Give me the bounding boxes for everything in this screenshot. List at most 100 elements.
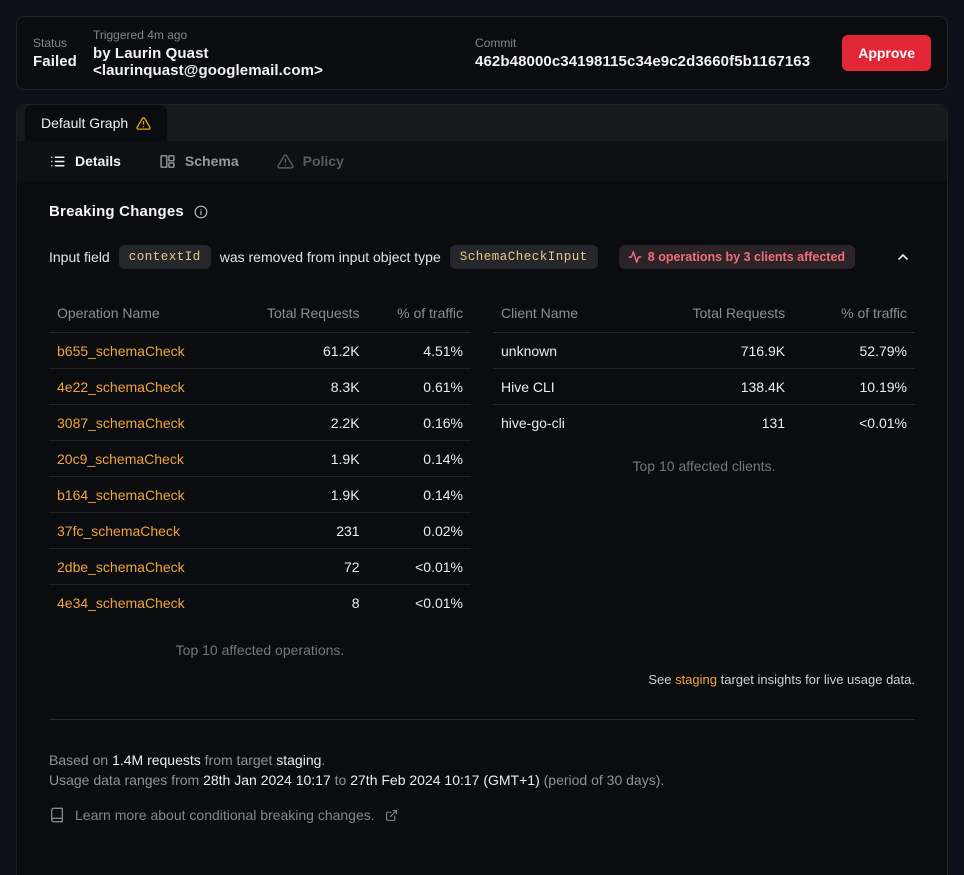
- client-name-cell: Hive CLI: [493, 368, 632, 405]
- requests-cell: 72: [230, 548, 368, 585]
- range-to-word: to: [330, 772, 351, 788]
- insights-note-pre: See: [648, 672, 676, 687]
- operations-table-caption: Top 10 affected operations.: [175, 642, 345, 658]
- traffic-cell: <0.01%: [859, 414, 907, 431]
- traffic-cell: 0.14%: [367, 440, 471, 477]
- traffic-cell: 52.79%: [793, 332, 915, 369]
- status-label: Status: [33, 36, 68, 50]
- requests-cell: 8.3K: [230, 368, 368, 405]
- table-row: b164_schemaCheck 1.9K 0.14%: [49, 476, 471, 513]
- table-row: 20c9_schemaCheck 1.9K 0.14%: [49, 440, 471, 477]
- policy-warning-icon: [277, 153, 294, 170]
- operation-link[interactable]: 2dbe_schemaCheck: [57, 558, 185, 575]
- operations-header-row: Operation Name Total Requests % of traff…: [49, 297, 471, 333]
- operations-table: Operation Name Total Requests % of traff…: [49, 297, 471, 620]
- tab-default-graph[interactable]: Default Graph: [25, 105, 168, 141]
- requests-cell: 2.2K: [230, 404, 368, 441]
- operation-link[interactable]: 37fc_schemaCheck: [57, 522, 180, 539]
- col-pct-traffic: % of traffic: [367, 297, 471, 333]
- traffic-cell: 0.02%: [367, 512, 471, 549]
- operation-link[interactable]: 20c9_schemaCheck: [57, 450, 184, 467]
- requests-cell: 8: [351, 594, 360, 611]
- status-group: Status Failed: [33, 36, 77, 70]
- status-value: Failed: [33, 53, 77, 70]
- col-total-requests: Total Requests: [230, 297, 368, 333]
- learn-more-label: Learn more about conditional breaking ch…: [75, 807, 375, 823]
- range-to-date: 27th Feb 2024 10:17 (GMT+1): [350, 772, 540, 788]
- client-name-cell: unknown: [493, 332, 632, 369]
- requests-cell: 61.2K: [230, 332, 368, 369]
- tab-policy[interactable]: Policy: [263, 141, 358, 181]
- clients-table: Client Name Total Requests % of traffic …: [493, 297, 915, 440]
- activity-pulse-icon: [628, 250, 642, 264]
- table-row: Hive CLI 138.4K 10.19%: [493, 368, 915, 405]
- operation-link[interactable]: 4e22_schemaCheck: [57, 378, 185, 395]
- operation-link[interactable]: 3087_schemaCheck: [57, 414, 185, 431]
- operation-link[interactable]: b655_schemaCheck: [57, 342, 185, 359]
- range-from-date: 28th Jan 2024 10:17: [203, 772, 331, 788]
- type-code-badge: SchemaCheckInput: [449, 245, 598, 269]
- range-post: (period of 30 days).: [539, 772, 665, 788]
- col-client-name: Client Name: [493, 297, 632, 333]
- operation-link[interactable]: b164_schemaCheck: [57, 486, 185, 503]
- traffic-cell: <0.01%: [415, 594, 463, 611]
- tab-schema[interactable]: Schema: [145, 141, 253, 181]
- commit-label: Commit: [475, 36, 517, 50]
- clients-table-caption: Top 10 affected clients.: [632, 458, 776, 474]
- based-on-line: Based on 1.4M requests from target stagi…: [49, 750, 915, 770]
- table-row: 2dbe_schemaCheck 72 <0.01%: [49, 548, 471, 585]
- tab-policy-label: Policy: [302, 153, 344, 169]
- traffic-cell: 4.51%: [367, 332, 471, 369]
- book-icon: [49, 807, 65, 823]
- tab-details-label: Details: [75, 153, 121, 169]
- request-count: 1.4M requests: [112, 752, 201, 768]
- collapse-chevron-button[interactable]: [891, 245, 915, 269]
- requests-cell: 1.9K: [230, 440, 368, 477]
- breaking-changes-title: Breaking Changes: [49, 203, 184, 220]
- operation-link[interactable]: 4e34_schemaCheck: [57, 594, 185, 611]
- schema-check-card: Default Graph Details: [16, 104, 948, 875]
- requests-cell: 231: [230, 512, 368, 549]
- affected-operations-badge[interactable]: 8 operations by 3 clients affected: [618, 245, 856, 269]
- field-code-badge: contextId: [118, 245, 211, 269]
- external-link-icon: [385, 809, 398, 822]
- clients-header-row: Client Name Total Requests % of traffic: [493, 297, 915, 333]
- triggered-value: by Laurin Quast <laurinquast@googlemail.…: [92, 44, 323, 79]
- requests-cell: 1.9K: [230, 476, 368, 513]
- triggered-label: Triggered 4m ago: [92, 27, 188, 42]
- approve-button[interactable]: Approve: [842, 35, 931, 71]
- col-operation-name: Operation Name: [49, 297, 231, 333]
- requests-cell: 131: [761, 414, 786, 431]
- table-row: 37fc_schemaCheck 231 0.02%: [49, 512, 471, 549]
- table-row: 4e34_schemaCheck 8 <0.01%: [49, 585, 471, 621]
- graph-tab-label: Default Graph: [41, 115, 129, 131]
- staging-target-link[interactable]: staging: [675, 672, 717, 687]
- warning-triangle-icon: [136, 116, 151, 131]
- change-text-middle: was removed from input object type: [219, 249, 441, 265]
- tab-details[interactable]: Details: [35, 141, 135, 181]
- affected-badge-label: 8 operations by 3 clients affected: [647, 250, 846, 264]
- based-on-pre: Based on: [49, 752, 113, 768]
- table-row: 3087_schemaCheck 2.2K 0.16%: [49, 404, 471, 441]
- triggered-group: Triggered 4m ago by Laurin Quast <laurin…: [93, 28, 375, 79]
- date-range-line: Usage data ranges from 28th Jan 2024 10:…: [49, 770, 915, 790]
- info-icon[interactable]: [194, 205, 208, 219]
- chevron-up-icon: [895, 249, 911, 265]
- client-name-cell: hive-go-cli: [501, 414, 565, 431]
- change-text-prefix: Input field: [49, 249, 110, 265]
- learn-more-link[interactable]: Learn more about conditional breaking ch…: [33, 807, 931, 823]
- list-icon: [49, 153, 66, 170]
- table-row: b655_schemaCheck 61.2K 4.51%: [49, 332, 471, 369]
- tab-schema-label: Schema: [184, 153, 239, 169]
- traffic-cell: 10.19%: [793, 368, 915, 405]
- operations-table-section: Operation Name Total Requests % of traff…: [49, 297, 471, 658]
- graph-tab-strip: Default Graph: [17, 105, 947, 141]
- clients-table-section: Client Name Total Requests % of traffic …: [493, 297, 915, 474]
- schema-layout-icon: [159, 153, 176, 170]
- check-summary-bar: Status Failed Triggered 4m ago by Laurin…: [16, 16, 948, 90]
- based-on-post: .: [321, 752, 326, 768]
- table-row: unknown 716.9K 52.79%: [493, 332, 915, 369]
- col-total-requests: Total Requests: [631, 297, 794, 333]
- traffic-cell: <0.01%: [367, 548, 471, 585]
- traffic-cell: 0.61%: [367, 368, 471, 405]
